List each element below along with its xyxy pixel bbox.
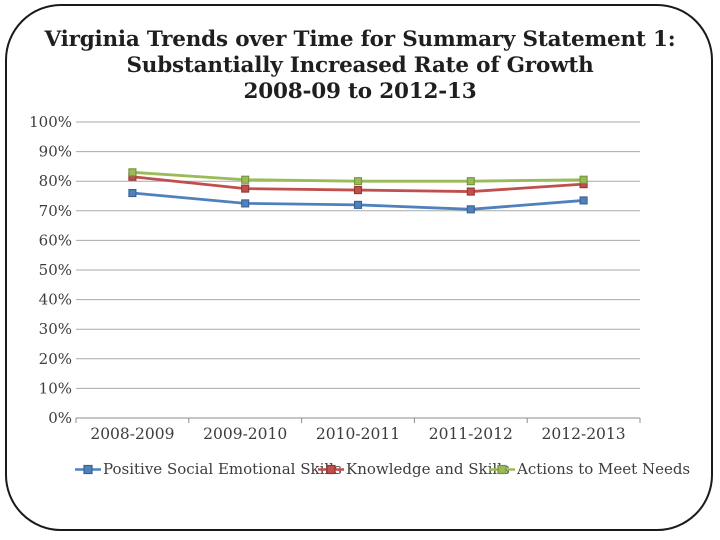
y-tick-label: 60%	[39, 231, 72, 249]
data-point-marker	[466, 177, 475, 186]
data-point-marker	[466, 205, 475, 214]
data-point-marker	[353, 186, 363, 195]
data-point-marker	[241, 175, 250, 184]
y-tick-label: 10%	[39, 379, 72, 397]
y-tick-label: 40%	[39, 291, 72, 309]
legend-swatch-line-marker-icon	[75, 464, 101, 474]
legend-label: Positive Social Emotional Skills	[103, 460, 342, 478]
chart-legend: Positive Social Emotional Skills Knowled…	[0, 460, 720, 484]
data-point-marker	[579, 196, 588, 205]
data-point-marker	[128, 168, 137, 177]
data-point-marker	[353, 200, 363, 209]
legend-item-knowledge-and-skills: Knowledge and Skills	[318, 460, 510, 478]
slide-title: Virginia Trends over Time for Summary St…	[0, 27, 720, 105]
data-point-marker	[241, 184, 250, 193]
legend-swatch-line-marker-icon	[318, 464, 344, 474]
title-line-1: Virginia Trends over Time for Summary St…	[44, 27, 676, 52]
y-tick-label: 100%	[29, 113, 72, 131]
legend-item-positive-social-emotional-skills: Positive Social Emotional Skills	[75, 460, 342, 478]
x-category-label: 2012-2013	[542, 425, 626, 443]
data-point-marker	[353, 177, 363, 186]
legend-swatch-line-marker-icon	[489, 464, 515, 474]
y-tick-label: 70%	[39, 202, 72, 220]
y-tick-label: 50%	[39, 261, 72, 279]
title-line-3: 2008-09 to 2012-13	[243, 79, 477, 104]
y-tick-label: 20%	[39, 350, 72, 368]
y-tick-label: 0%	[48, 409, 72, 427]
x-category-label: 2010-2011	[316, 425, 400, 443]
data-point-marker	[466, 187, 475, 196]
data-point-marker	[241, 199, 250, 208]
data-point-marker	[579, 175, 588, 184]
y-tick-label: 80%	[39, 172, 72, 190]
x-category-label: 2009-2010	[203, 425, 287, 443]
title-line-2: Substantially Increased Rate of Growth	[126, 53, 594, 78]
trend-line-chart: 0% 10% 20% 30% 40% 50% 60% 70% 80% 90% 100% 2008-20…	[29, 113, 641, 443]
y-tick-label: 90%	[39, 143, 72, 161]
x-category-label: 2011-2012	[429, 425, 513, 443]
data-point-marker	[128, 188, 137, 198]
legend-item-actions-to-meet-needs: Actions to Meet Needs	[489, 460, 690, 478]
legend-label: Actions to Meet Needs	[517, 460, 691, 478]
x-category-label: 2008-2009	[90, 425, 174, 443]
slide-rounded-frame	[5, 4, 713, 531]
legend-label: Knowledge and Skills	[346, 460, 510, 478]
y-tick-label: 30%	[39, 320, 72, 338]
